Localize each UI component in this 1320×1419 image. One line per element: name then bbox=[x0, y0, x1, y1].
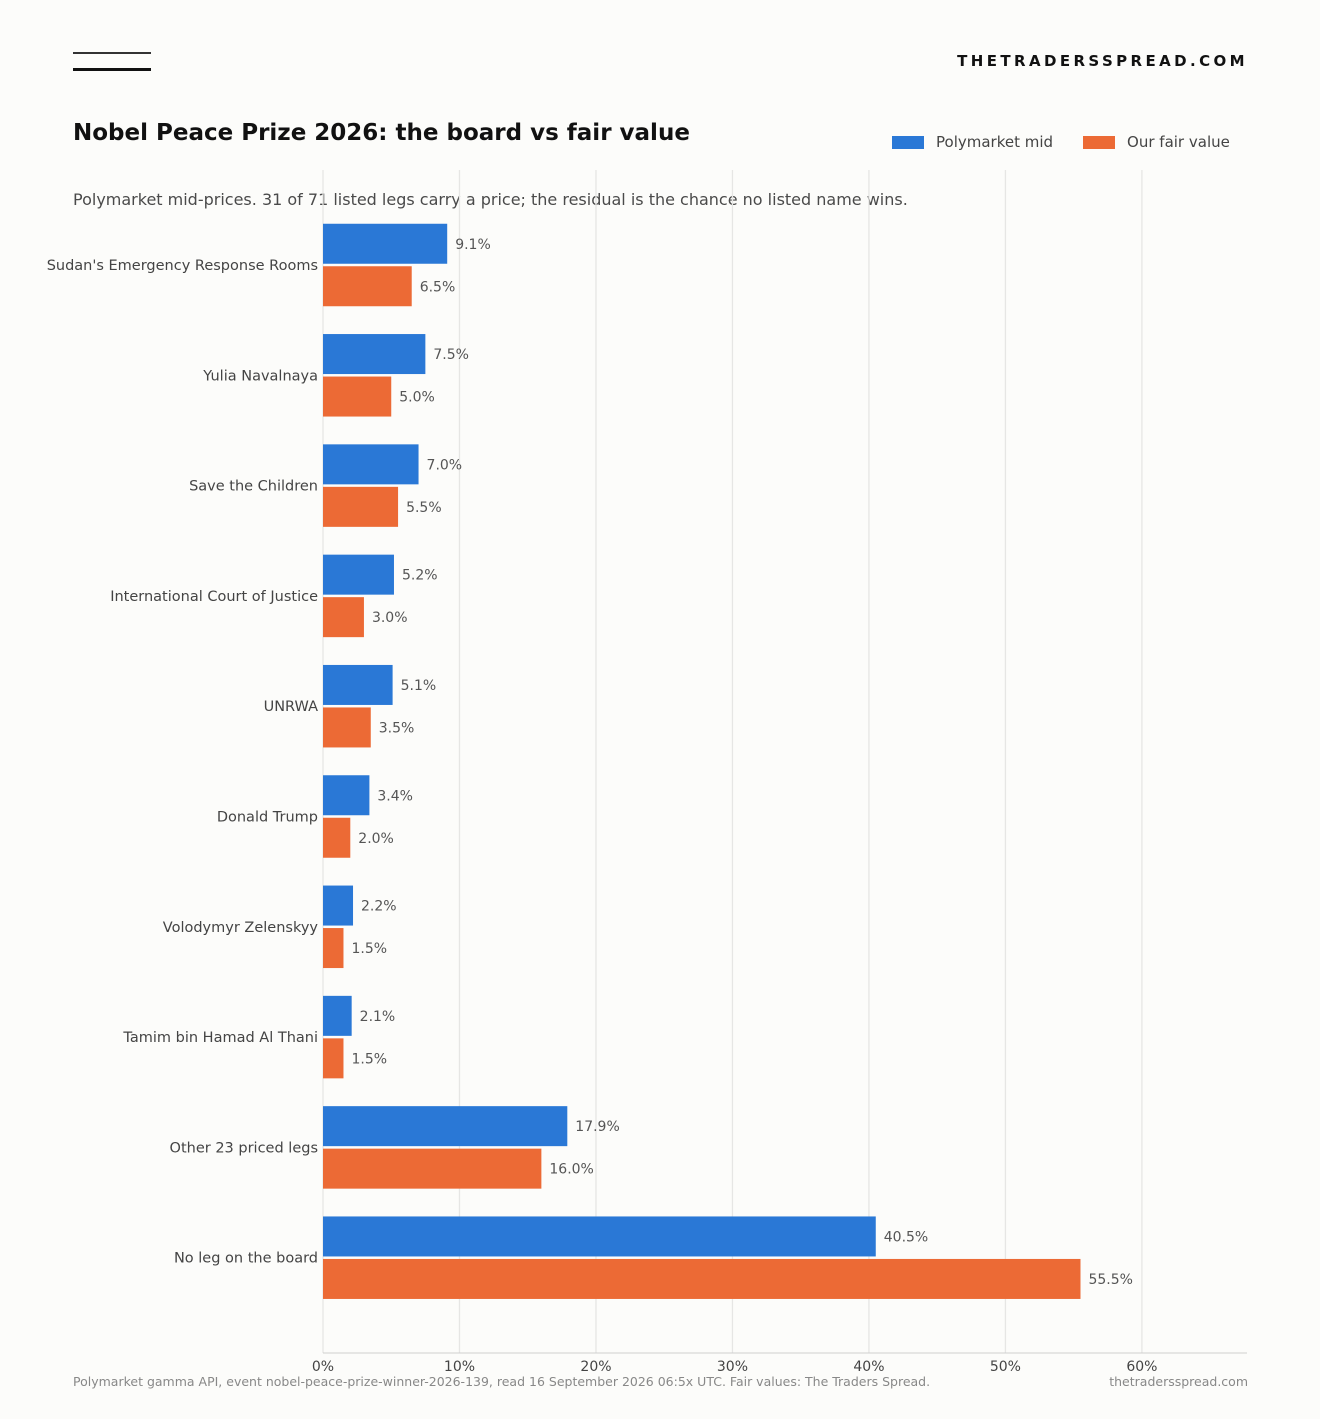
value-label-our-fair-value-no-leg-on-the-board: 55.5% bbox=[1088, 1272, 1132, 1288]
chart-title: Nobel Peace Prize 2026: the board vs fai… bbox=[73, 120, 690, 146]
bar-polymarket-mid-no-leg-on-the-board bbox=[323, 1216, 876, 1257]
category-label-donald-trump: Donald Trump bbox=[217, 810, 318, 826]
bar-polymarket-mid-yulia-navalnaya bbox=[323, 334, 426, 375]
value-label-our-fair-value-sudan-s-emergency-response-rooms: 6.5% bbox=[420, 279, 456, 295]
value-label-polymarket-mid-no-leg-on-the-board: 40.5% bbox=[884, 1229, 928, 1245]
category-label-international-court-of-justice: International Court of Justice bbox=[110, 589, 318, 605]
value-label-polymarket-mid-volodymyr-zelenskyy: 2.2% bbox=[361, 899, 397, 915]
value-label-polymarket-mid-donald-trump: 3.4% bbox=[377, 788, 413, 804]
bar-our-fair-value-sudan-s-emergency-response-rooms bbox=[323, 266, 412, 307]
category-label-no-leg-on-the-board: No leg on the board bbox=[174, 1251, 318, 1267]
value-label-our-fair-value-unrwa: 3.5% bbox=[379, 720, 415, 736]
category-label-volodymyr-zelenskyy: Volodymyr Zelenskyy bbox=[163, 920, 319, 936]
category-label-other-23-priced-legs: Other 23 priced legs bbox=[170, 1140, 318, 1156]
legend-swatch-fair-value bbox=[1083, 135, 1116, 149]
bar-our-fair-value-volodymyr-zelenskyy bbox=[323, 928, 344, 969]
legend-item-polymarket: Polymarket mid bbox=[892, 133, 1053, 151]
value-label-polymarket-mid-sudan-s-emergency-response-rooms: 9.1% bbox=[455, 237, 491, 253]
bar-our-fair-value-tamim-bin-hamad-al-thani bbox=[323, 1038, 344, 1079]
category-label-save-the-children: Save the Children bbox=[189, 479, 318, 495]
legend-label-fair-value: Our fair value bbox=[1127, 133, 1230, 151]
bar-our-fair-value-international-court-of-justice bbox=[323, 597, 364, 638]
category-label-yulia-navalnaya: Yulia Navalnaya bbox=[202, 368, 318, 384]
double-line-icon bbox=[73, 52, 153, 72]
bar-polymarket-mid-other-23-priced-legs bbox=[323, 1106, 568, 1147]
source-note: Polymarket gamma API, event nobel-peace-… bbox=[73, 1374, 931, 1389]
footer-site-link[interactable]: thetradersspread.com bbox=[1109, 1374, 1248, 1389]
bar-our-fair-value-yulia-navalnaya bbox=[323, 376, 392, 417]
bar-our-fair-value-other-23-priced-legs bbox=[323, 1148, 542, 1189]
bar-polymarket-mid-unrwa bbox=[323, 664, 393, 705]
x-tick-label-10: 10% bbox=[444, 1359, 475, 1375]
x-tick-label-40: 40% bbox=[853, 1359, 884, 1375]
chart-legend: Polymarket mid Our fair value bbox=[892, 133, 1230, 151]
value-label-our-fair-value-volodymyr-zelenskyy: 1.5% bbox=[351, 941, 387, 957]
legend-item-fair-value: Our fair value bbox=[1083, 133, 1230, 151]
value-label-polymarket-mid-international-court-of-justice: 5.2% bbox=[402, 568, 438, 584]
x-tick-label-50: 50% bbox=[990, 1359, 1021, 1375]
bar-our-fair-value-donald-trump bbox=[323, 817, 351, 858]
value-label-our-fair-value-tamim-bin-hamad-al-thani: 1.5% bbox=[351, 1051, 387, 1067]
value-label-polymarket-mid-yulia-navalnaya: 7.5% bbox=[433, 347, 469, 363]
value-label-our-fair-value-other-23-priced-legs: 16.0% bbox=[549, 1162, 593, 1178]
legend-label-polymarket: Polymarket mid bbox=[936, 133, 1054, 151]
x-tick-label-60: 60% bbox=[1126, 1359, 1157, 1375]
category-label-sudan-s-emergency-response-rooms: Sudan's Emergency Response Rooms bbox=[47, 258, 318, 274]
value-label-polymarket-mid-tamim-bin-hamad-al-thani: 2.1% bbox=[360, 1009, 396, 1025]
value-label-our-fair-value-international-court-of-justice: 3.0% bbox=[372, 610, 408, 626]
bar-polymarket-mid-volodymyr-zelenskyy bbox=[323, 885, 354, 926]
bar-polymarket-mid-international-court-of-justice bbox=[323, 554, 394, 595]
legend-swatch-polymarket bbox=[892, 135, 924, 149]
value-label-our-fair-value-donald-trump: 2.0% bbox=[358, 831, 394, 847]
x-tick-label-30: 30% bbox=[717, 1359, 748, 1375]
value-label-polymarket-mid-other-23-priced-legs: 17.9% bbox=[575, 1119, 619, 1135]
value-label-polymarket-mid-save-the-children: 7.0% bbox=[427, 457, 463, 473]
bar-our-fair-value-save-the-children bbox=[323, 486, 399, 527]
bar-polymarket-mid-save-the-children bbox=[323, 444, 419, 485]
category-label-tamim-bin-hamad-al-thani: Tamim bin Hamad Al Thani bbox=[122, 1030, 318, 1046]
bar-polymarket-mid-tamim-bin-hamad-al-thani bbox=[323, 995, 352, 1036]
bar-polymarket-mid-donald-trump bbox=[323, 775, 370, 816]
x-tick-label-0: 0% bbox=[312, 1359, 334, 1375]
category-label-unrwa: UNRWA bbox=[264, 699, 318, 715]
x-tick-label-20: 20% bbox=[580, 1359, 611, 1375]
bar-polymarket-mid-sudan-s-emergency-response-rooms bbox=[323, 223, 448, 264]
bar-our-fair-value-no-leg-on-the-board bbox=[323, 1258, 1081, 1299]
value-label-our-fair-value-save-the-children: 5.5% bbox=[406, 500, 442, 516]
value-label-polymarket-mid-unrwa: 5.1% bbox=[401, 678, 437, 694]
value-label-our-fair-value-yulia-navalnaya: 5.0% bbox=[399, 390, 435, 406]
brand-name[interactable]: THETRADERSSPREAD.COM bbox=[957, 52, 1248, 70]
bar-our-fair-value-unrwa bbox=[323, 707, 371, 748]
chart-subtitle: Polymarket mid-prices. 31 of 71 listed l… bbox=[73, 190, 908, 209]
